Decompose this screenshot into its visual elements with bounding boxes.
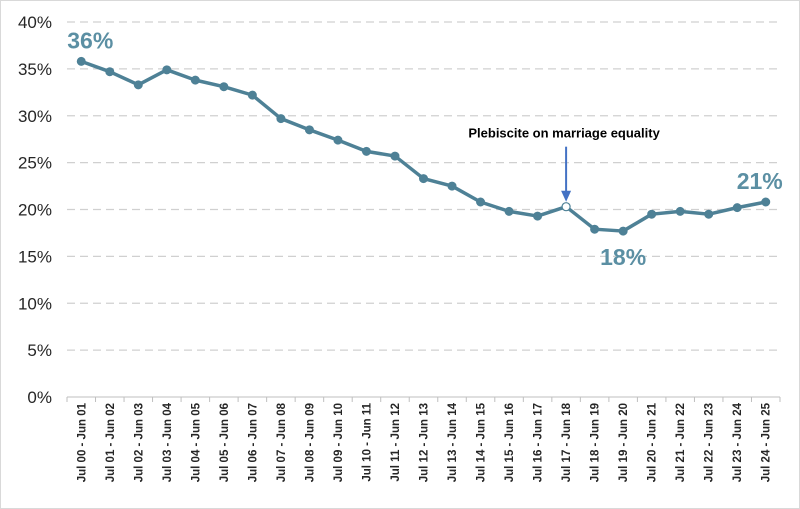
x-tick-label: Jul 18 - Jun 19 [590,403,602,482]
x-tick-label: Jul 01 - Jun 02 [105,403,117,482]
data-point [447,181,457,191]
x-tick-label: Jul 15 - Jun 16 [504,403,516,482]
data-point [276,114,286,124]
x-tick-label: Jul 21 - Jun 22 [675,403,687,482]
x-tick-label: Jul 09 - Jun 10 [333,403,345,482]
y-tick-label: 40% [18,13,52,32]
data-point [647,209,657,219]
y-tick-label: 25% [18,154,52,173]
x-tick-label: Jul 07 - Jun 08 [276,402,288,482]
data-point [133,80,143,90]
data-point [504,206,514,216]
x-tick-label: Jul 08 - Jun 09 [304,403,316,482]
data-point [76,56,86,66]
y-tick-label: 30% [18,107,52,126]
data-point [704,209,714,219]
data-point [533,211,543,221]
data-point [390,151,400,161]
data-point [162,65,172,75]
x-tick-label: Jul 14 - Jun 15 [476,402,488,482]
y-tick-label: 15% [18,247,52,266]
data-point [333,135,343,145]
x-tick-label: Jul 20 - Jun 21 [647,402,659,482]
data-label: 21% [737,168,783,194]
x-tick-label: Jul 05 - Jun 06 [219,403,231,482]
annotation-arrowhead [561,190,572,202]
data-point [732,203,742,213]
x-tick-label: Jul 06 - Jun 07 [247,403,259,482]
x-tick-label: Jul 24 - Jun 25 [761,402,773,482]
data-point [618,226,628,236]
x-tick-label: Jul 02 - Jun 03 [133,403,145,482]
data-point [476,197,486,207]
x-tick-label: Jul 03 - Jun 04 [162,402,174,482]
x-tick-label: Jul 19 - Jun 20 [618,403,630,482]
x-tick-label: Jul 12 - Jun 13 [419,403,431,482]
data-point [561,202,571,212]
data-label: 36% [67,27,113,53]
data-point [219,82,229,92]
x-tick-label: Jul 22 - Jun 23 [704,403,716,482]
data-label: 18% [600,244,646,270]
data-point [590,224,600,234]
x-tick-label: Jul 13 - Jun 14 [447,402,459,482]
y-tick-label: 20% [18,201,52,220]
y-tick-label: 35% [18,60,52,79]
data-point [761,197,771,207]
data-point [190,75,200,85]
series-line [80,59,767,233]
y-tick-label: 10% [18,294,52,313]
data-point [304,125,314,135]
data-point [105,67,115,77]
data-point [361,146,371,156]
x-tick-label: Jul 17 - Jun 18 [561,402,573,482]
data-point [247,90,257,100]
x-tick-label: Jul 04 - Jun 05 [190,402,202,482]
x-tick-label: Jul 16 - Jun 17 [533,403,545,482]
data-point [419,174,428,184]
annotation-label: Plebiscite on marriage equality [468,126,660,141]
x-tick-label: Jul 00 - Jun 01 [76,402,88,482]
x-tick-label: Jul 10 - Jun 11 [361,402,373,481]
data-point [675,206,685,216]
x-tick-label: Jul 11 - Jun 12 [390,403,402,482]
y-tick-label: 0% [27,388,52,407]
y-tick-label: 5% [27,341,52,360]
x-tick-label: Jul 23 - Jun 24 [732,402,744,482]
